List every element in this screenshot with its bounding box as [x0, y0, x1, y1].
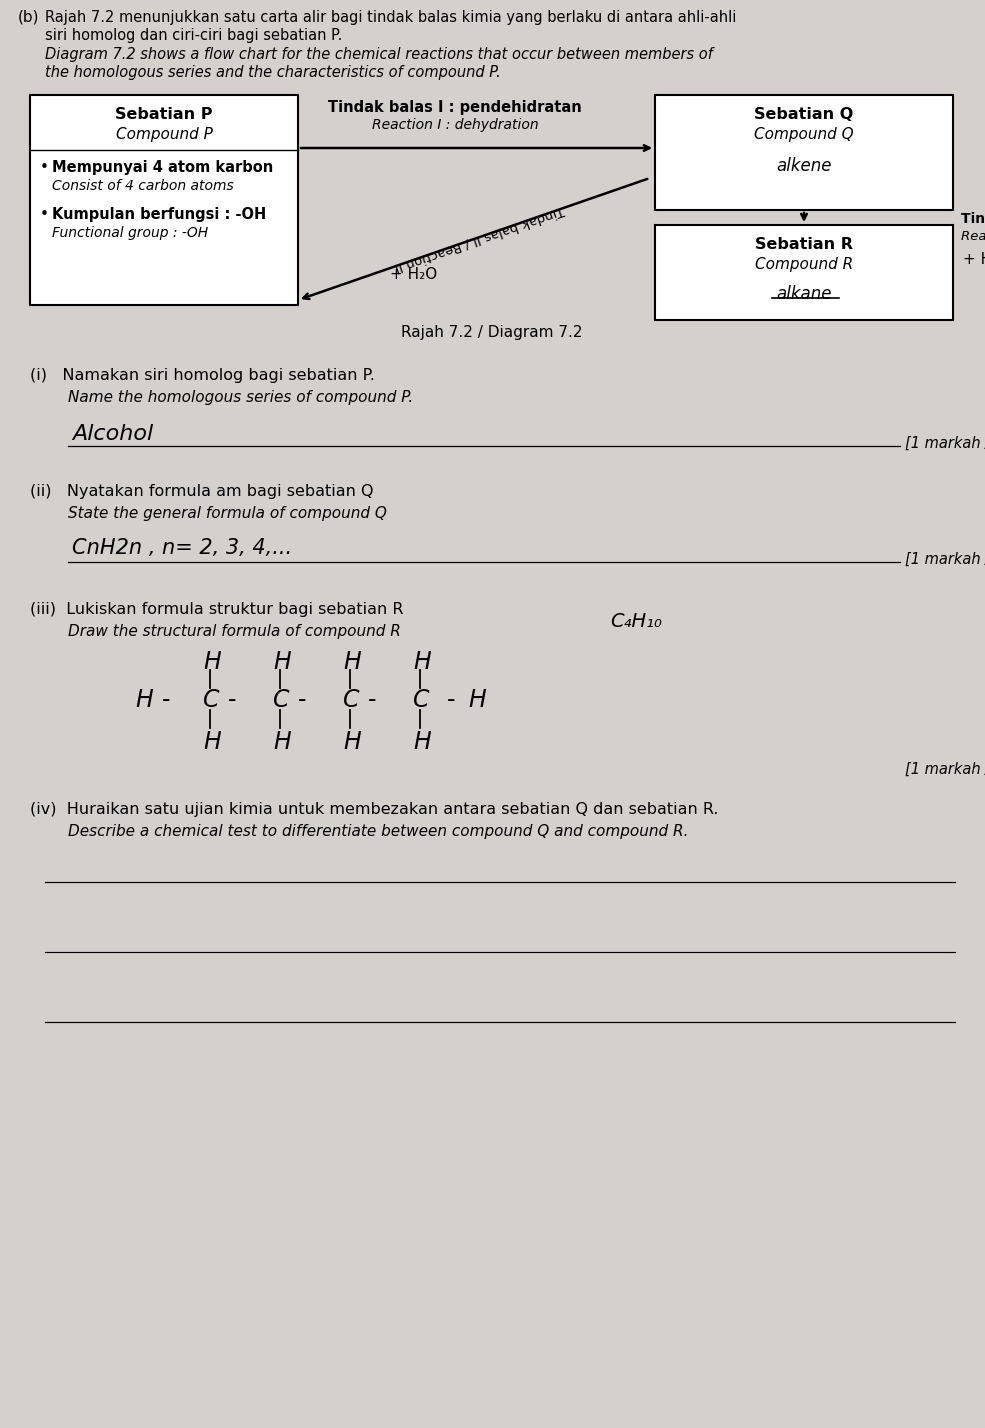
Text: H: H — [413, 730, 430, 754]
Text: C: C — [343, 688, 360, 713]
Text: H: H — [135, 688, 153, 713]
Text: H: H — [273, 730, 291, 754]
Text: H: H — [203, 730, 221, 754]
Text: Compound P: Compound P — [115, 127, 213, 141]
Text: H: H — [468, 688, 486, 713]
Text: Sebatian P: Sebatian P — [115, 107, 213, 121]
Text: Draw the structural formula of compound R: Draw the structural formula of compound … — [68, 624, 401, 638]
Text: Rajah 7.2 menunjukkan satu carta alir bagi tindak balas kimia yang berlaku di an: Rajah 7.2 menunjukkan satu carta alir ba… — [45, 10, 737, 26]
Text: Tindak balas III: Tindak balas III — [961, 211, 985, 226]
Text: Alcohol: Alcohol — [72, 424, 153, 444]
Text: -: - — [447, 688, 455, 713]
Text: H: H — [413, 650, 430, 674]
Text: •: • — [40, 207, 49, 221]
Text: Reaction I : dehydration: Reaction I : dehydration — [371, 119, 539, 131]
Text: •: • — [40, 160, 49, 176]
Text: C: C — [413, 688, 429, 713]
Text: alkene: alkene — [776, 157, 831, 176]
Text: Reaction III: Reaction III — [961, 230, 985, 243]
Text: -: - — [368, 688, 376, 713]
Text: C: C — [273, 688, 290, 713]
Text: alkane: alkane — [776, 286, 831, 303]
Text: C: C — [203, 688, 220, 713]
Text: [1 markah / mark]: [1 markah / mark] — [905, 763, 985, 777]
Text: (ii)   Nyatakan formula am bagi sebatian Q: (ii) Nyatakan formula am bagi sebatian Q — [30, 484, 373, 498]
Text: Diagram 7.2 shows a flow chart for the chemical reactions that occur between mem: Diagram 7.2 shows a flow chart for the c… — [45, 47, 713, 61]
Text: (b): (b) — [18, 10, 39, 26]
Text: -: - — [162, 688, 170, 713]
Text: (i)   Namakan siri homolog bagi sebatian P.: (i) Namakan siri homolog bagi sebatian P… — [30, 368, 375, 383]
Text: -: - — [228, 688, 236, 713]
Text: Compound R: Compound R — [755, 257, 853, 271]
Text: + H₂O: + H₂O — [390, 267, 437, 281]
Text: C₄H₁₀: C₄H₁₀ — [610, 613, 662, 631]
Bar — [655, 226, 953, 320]
Text: Describe a chemical test to differentiate between compound Q and compound R.: Describe a chemical test to differentiat… — [68, 824, 689, 840]
Text: [1 markah / mark]: [1 markah / mark] — [905, 553, 985, 567]
Text: Sebatian Q: Sebatian Q — [755, 107, 854, 121]
Text: Mempunyai 4 atom karbon: Mempunyai 4 atom karbon — [52, 160, 273, 176]
Text: Compound Q: Compound Q — [755, 127, 854, 141]
Text: H: H — [343, 650, 361, 674]
Text: [1 markah / mark]: [1 markah / mark] — [905, 436, 985, 451]
Text: H: H — [203, 650, 221, 674]
Text: Functional group : -OH: Functional group : -OH — [52, 226, 208, 240]
Bar — [30, 96, 298, 306]
Text: State the general formula of compound Q: State the general formula of compound Q — [68, 506, 387, 521]
Text: (iv)  Huraikan satu ujian kimia untuk membezakan antara sebatian Q dan sebatian : (iv) Huraikan satu ujian kimia untuk mem… — [30, 803, 718, 817]
Text: Name the homologous series of compound P.: Name the homologous series of compound P… — [68, 390, 414, 406]
Text: H: H — [273, 650, 291, 674]
Text: Rajah 7.2 / Diagram 7.2: Rajah 7.2 / Diagram 7.2 — [401, 326, 583, 340]
Text: CnH2n , n= 2, 3, 4,...: CnH2n , n= 2, 3, 4,... — [72, 538, 293, 558]
Text: Tindak balas I : pendehidratan: Tindak balas I : pendehidratan — [328, 100, 582, 116]
Text: siri homolog dan ciri-ciri bagi sebatian P.: siri homolog dan ciri-ciri bagi sebatian… — [45, 29, 343, 43]
Text: Consist of 4 carbon atoms: Consist of 4 carbon atoms — [52, 178, 233, 193]
Text: Kumpulan berfungsi : -OH: Kumpulan berfungsi : -OH — [52, 207, 266, 221]
Text: -: - — [298, 688, 306, 713]
Text: Tindak balas II / Reaction II: Tindak balas II / Reaction II — [393, 204, 565, 274]
Text: Sebatian R: Sebatian R — [755, 237, 853, 251]
Text: H: H — [343, 730, 361, 754]
Bar — [655, 96, 953, 210]
Text: the homologous series and the characteristics of compound P.: the homologous series and the characteri… — [45, 66, 500, 80]
Text: (iii)  Lukiskan formula struktur bagi sebatian R: (iii) Lukiskan formula struktur bagi seb… — [30, 603, 404, 617]
Text: + H₂: + H₂ — [963, 251, 985, 267]
